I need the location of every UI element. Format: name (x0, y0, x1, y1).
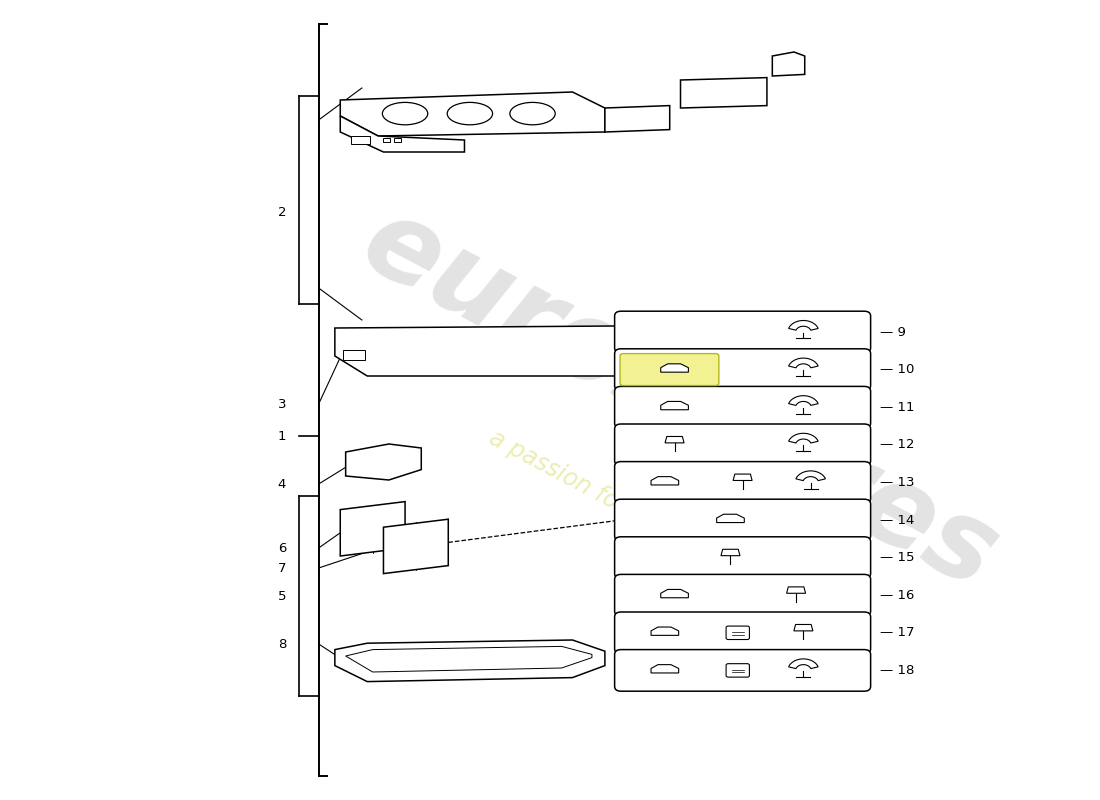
Text: 2: 2 (277, 206, 286, 218)
Text: — 11: — 11 (880, 401, 915, 414)
Polygon shape (661, 402, 689, 410)
Polygon shape (789, 396, 818, 406)
FancyBboxPatch shape (615, 349, 870, 390)
Polygon shape (789, 358, 818, 368)
Polygon shape (796, 471, 825, 481)
Text: eurospares: eurospares (345, 188, 1015, 612)
Text: 5: 5 (277, 590, 286, 602)
Polygon shape (661, 364, 689, 372)
Polygon shape (789, 321, 818, 330)
FancyBboxPatch shape (615, 311, 870, 353)
Text: — 14: — 14 (880, 514, 915, 526)
Polygon shape (681, 78, 767, 108)
FancyBboxPatch shape (615, 462, 870, 503)
Polygon shape (733, 474, 752, 481)
FancyBboxPatch shape (615, 650, 870, 691)
Polygon shape (340, 502, 405, 556)
Text: 4: 4 (278, 478, 286, 490)
FancyBboxPatch shape (615, 499, 870, 541)
Text: — 18: — 18 (880, 664, 915, 677)
Text: — 9: — 9 (880, 326, 906, 338)
Text: 8: 8 (278, 638, 286, 650)
Polygon shape (772, 52, 805, 76)
FancyBboxPatch shape (615, 574, 870, 616)
Polygon shape (661, 590, 689, 598)
Polygon shape (340, 116, 464, 152)
Text: 7: 7 (277, 562, 286, 574)
Polygon shape (716, 514, 745, 522)
FancyBboxPatch shape (726, 664, 749, 677)
Polygon shape (651, 627, 679, 635)
Text: a passion for parts since 1985: a passion for parts since 1985 (485, 426, 812, 614)
Polygon shape (384, 519, 449, 574)
Polygon shape (334, 640, 605, 682)
Polygon shape (786, 587, 805, 594)
Polygon shape (394, 138, 400, 142)
Polygon shape (605, 106, 670, 132)
Polygon shape (666, 437, 684, 443)
FancyBboxPatch shape (615, 424, 870, 466)
Polygon shape (384, 138, 389, 142)
Text: — 12: — 12 (880, 438, 915, 451)
Text: — 15: — 15 (880, 551, 915, 564)
Text: 6: 6 (278, 542, 286, 554)
Polygon shape (794, 625, 813, 631)
FancyBboxPatch shape (615, 612, 870, 654)
FancyBboxPatch shape (615, 537, 870, 578)
FancyBboxPatch shape (726, 626, 749, 639)
Polygon shape (351, 136, 371, 144)
Polygon shape (720, 550, 740, 556)
Polygon shape (789, 434, 818, 443)
Polygon shape (334, 326, 691, 376)
Polygon shape (651, 665, 679, 673)
FancyBboxPatch shape (620, 354, 719, 386)
Polygon shape (651, 477, 679, 485)
Text: — 13: — 13 (880, 476, 915, 489)
Text: 1: 1 (277, 430, 286, 442)
Polygon shape (789, 659, 818, 669)
Text: 3: 3 (277, 398, 286, 410)
Text: — 10: — 10 (880, 363, 915, 376)
Text: — 17: — 17 (880, 626, 915, 639)
Polygon shape (340, 92, 605, 136)
Polygon shape (345, 444, 421, 480)
FancyBboxPatch shape (615, 386, 870, 428)
Text: — 16: — 16 (880, 589, 915, 602)
Polygon shape (343, 350, 365, 360)
